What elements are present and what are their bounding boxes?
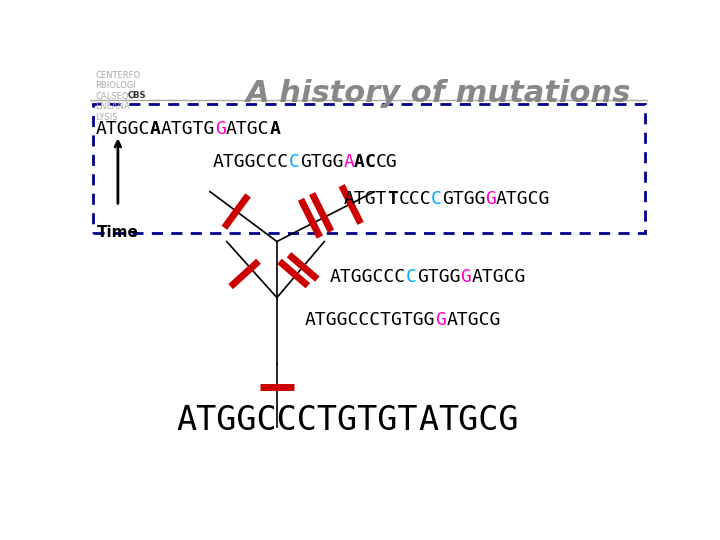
Text: Time: Time xyxy=(97,225,139,240)
Text: CBS: CBS xyxy=(127,91,146,99)
Text: ATGCG: ATGCG xyxy=(496,190,551,208)
Text: CG: CG xyxy=(376,153,397,171)
Text: GTGG: GTGG xyxy=(300,153,343,171)
Text: A: A xyxy=(150,119,161,138)
Text: ATGGC: ATGGC xyxy=(96,119,150,138)
Text: ATGGCCC: ATGGCCC xyxy=(330,268,406,286)
Text: ATGT: ATGT xyxy=(344,190,387,208)
Text: ATGCG: ATGCG xyxy=(446,311,500,329)
Text: A: A xyxy=(354,153,365,171)
Text: G: G xyxy=(485,190,496,208)
Text: GTGG: GTGG xyxy=(417,268,461,286)
Text: G: G xyxy=(215,119,226,138)
Text: A: A xyxy=(418,404,438,437)
Text: ATGCG: ATGCG xyxy=(472,268,526,286)
Text: TGCG: TGCG xyxy=(438,404,518,437)
Text: ATGGCCCTGTGG: ATGGCCCTGTGG xyxy=(305,311,436,329)
Text: A: A xyxy=(343,153,354,171)
Text: GTGG: GTGG xyxy=(442,190,485,208)
Text: C: C xyxy=(365,153,376,171)
Text: CCC: CCC xyxy=(398,190,431,208)
Text: A: A xyxy=(269,119,281,138)
Text: T: T xyxy=(387,190,398,208)
Text: ATGGCCC: ATGGCCC xyxy=(213,153,289,171)
Text: ATGGCCCTGTGT: ATGGCCCTGTGT xyxy=(176,404,418,437)
Text: ATGC: ATGC xyxy=(226,119,269,138)
Text: G: G xyxy=(461,268,472,286)
Text: C: C xyxy=(289,153,300,171)
Text: CENTERFO
RBIOLOGI
CALSEQU
ENEANA
LYSIS: CENTERFO RBIOLOGI CALSEQU ENEANA LYSIS xyxy=(96,71,140,122)
Text: G: G xyxy=(436,311,446,329)
Text: A history of mutations: A history of mutations xyxy=(246,79,631,109)
Text: C: C xyxy=(431,190,442,208)
Text: C: C xyxy=(406,268,417,286)
Text: ATGTG: ATGTG xyxy=(161,119,215,138)
